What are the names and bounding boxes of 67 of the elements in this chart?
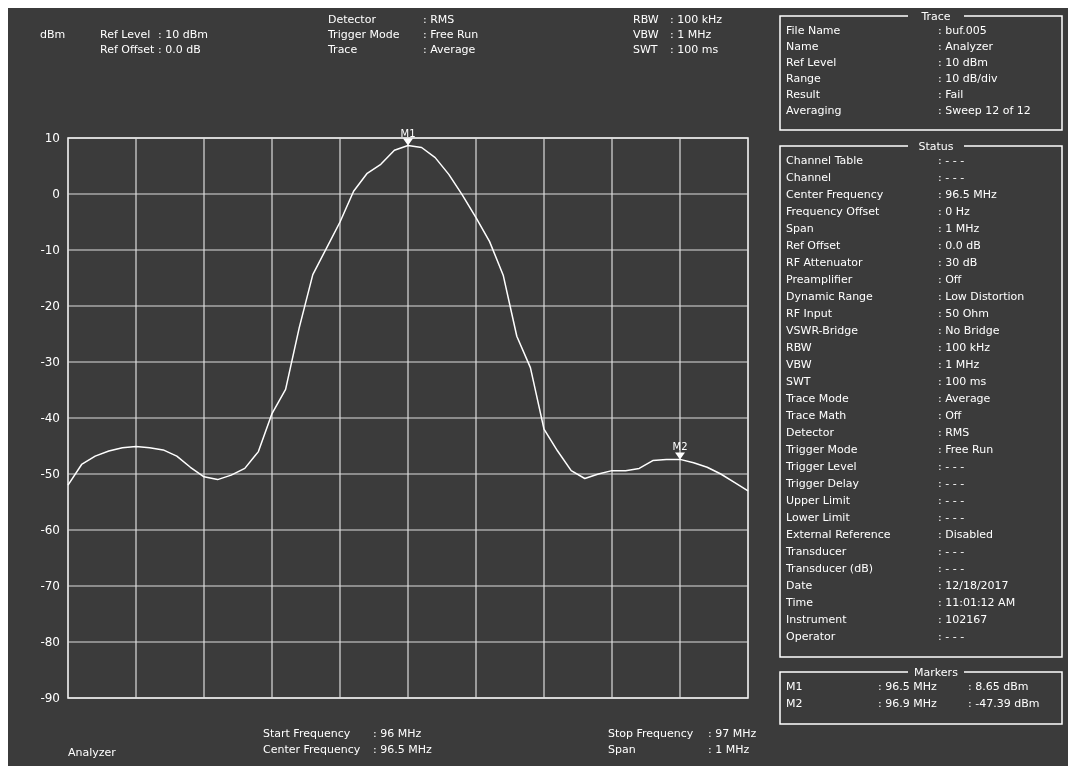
text: Dynamic Range : Low Distortion xyxy=(786,290,1025,303)
text: Ref Level : 10 dBm xyxy=(100,28,208,41)
text: Averaging : Sweep 12 of 12 xyxy=(786,104,1031,117)
text: Trace xyxy=(920,10,951,23)
text: Trigger Delay : - - - xyxy=(786,477,965,490)
text: Instrument : 102167 xyxy=(786,613,988,626)
text: VSWR-Bridge : No Bridge xyxy=(786,324,1000,337)
y-tick-label: -90 xyxy=(40,691,60,706)
text: Trace Math : Off xyxy=(786,409,962,422)
text: Channel : - - - xyxy=(786,171,965,184)
y-tick-label: -40 xyxy=(40,411,60,426)
text: RF Input : 50 Ohm xyxy=(786,307,990,320)
annotation: M1 xyxy=(400,127,416,139)
text: Lower Limit : - - - xyxy=(786,511,965,524)
text: Status xyxy=(918,140,954,153)
text: Trigger Mode : Free Run xyxy=(786,443,994,456)
text: Ref Offset : 0.0 dB xyxy=(786,239,981,252)
text: Channel Table : - - - xyxy=(786,154,965,167)
text: RF Attenuator : 30 dB xyxy=(786,256,978,269)
text: Start Frequency : 96 MHz xyxy=(263,727,422,740)
annotation: M2 xyxy=(672,441,688,453)
text: VBW : 1 MHz xyxy=(786,358,980,371)
text: Transducer (dB) : - - - xyxy=(786,562,965,575)
text: Preamplifier : Off xyxy=(786,273,962,286)
text: Detector : RMS xyxy=(786,426,970,439)
y-tick-label: -10 xyxy=(40,243,60,258)
text: VBW : 1 MHz xyxy=(633,28,712,41)
text: Trace Mode : Average xyxy=(786,392,991,405)
text: Markers xyxy=(914,666,959,679)
text: Span : 1 MHz xyxy=(608,743,750,756)
y-tick-label: 0 xyxy=(52,187,60,202)
text: Range : 10 dB/div xyxy=(786,72,998,85)
text: Stop Frequency : 97 MHz xyxy=(608,727,757,740)
text: Trace : Average xyxy=(328,43,476,56)
text: Ref Level : 10 dBm xyxy=(786,56,988,69)
text: RBW : 100 kHz xyxy=(633,13,723,26)
text: Ref Offset : 0.0 dB xyxy=(100,43,201,56)
text: M1 : 96.5 MHz : 8.65 dBm xyxy=(786,680,1029,693)
y-tick-label: -30 xyxy=(40,355,60,370)
y-tick-label: -20 xyxy=(40,299,60,314)
text: Date : 12/18/2017 xyxy=(786,579,1009,592)
text: Frequency Offset : 0 Hz xyxy=(786,205,970,218)
text: File Name : buf.005 xyxy=(786,24,987,37)
text: Trigger Mode : Free Run xyxy=(328,28,479,41)
text: Result : Fail xyxy=(786,88,964,101)
y-tick-label: -70 xyxy=(40,579,60,594)
text: Upper Limit : - - - xyxy=(786,494,965,507)
text: Analyzer xyxy=(68,746,117,759)
y-tick-label: -50 xyxy=(40,467,60,482)
text: External Reference : Disabled xyxy=(786,528,993,541)
text: Span : 1 MHz xyxy=(786,222,980,235)
y-tick-label: -60 xyxy=(40,523,60,538)
text: Detector : RMS xyxy=(328,13,455,26)
text: Trigger Level : - - - xyxy=(786,460,965,473)
text: Name : Analyzer xyxy=(786,40,994,53)
text: RBW : 100 kHz xyxy=(786,341,991,354)
text: dBm xyxy=(40,28,66,41)
text: SWT : 100 ms xyxy=(633,43,719,56)
text: M2 : 96.9 MHz : -47.39 dBm xyxy=(786,697,1040,710)
text: Center Frequency : 96.5 MHz xyxy=(786,188,997,201)
text: SWT : 100 ms xyxy=(786,375,987,388)
text: Time : 11:01:12 AM xyxy=(786,596,1016,609)
y-tick-label: -80 xyxy=(40,635,60,650)
y-tick-label: 10 xyxy=(44,131,60,146)
text: Transducer : - - - xyxy=(786,545,965,558)
text: Operator : - - - xyxy=(786,630,965,643)
text: Center Frequency : 96.5 MHz xyxy=(263,743,432,756)
